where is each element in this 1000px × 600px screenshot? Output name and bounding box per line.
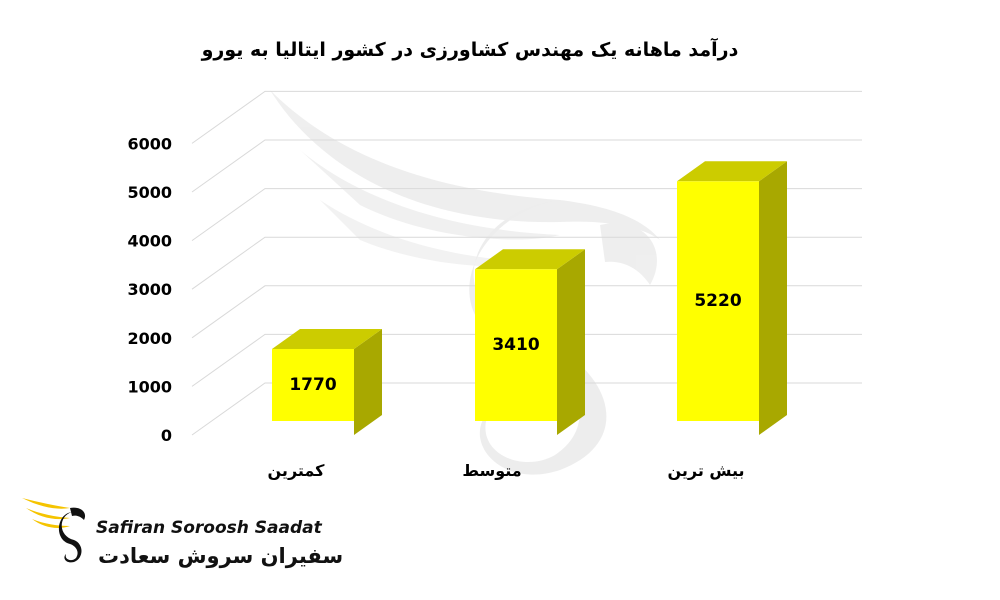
- logo-name-fa: سفیران سروش سعادت: [98, 544, 344, 568]
- x-category-label: متوسط: [462, 461, 521, 480]
- chart-title: درآمد ماهانه یک مهندس کشاورزی در کشور ای…: [201, 37, 739, 61]
- bar-top-face: [677, 161, 787, 182]
- gridline: [191, 90, 862, 144]
- y-tick-label: 4000: [127, 232, 172, 251]
- bar: 3410: [475, 249, 585, 435]
- y-tick-label: 3000: [127, 280, 172, 299]
- y-tick-label: 5000: [127, 183, 172, 202]
- bar: 5220: [677, 161, 787, 436]
- bar-side-face: [759, 161, 787, 436]
- y-tick-label: 0: [161, 426, 172, 445]
- bars: 1770 3410 5220: [272, 161, 787, 436]
- data-label: 5220: [694, 291, 741, 311]
- x-axis: کمترین متوسط بیش ترین: [268, 461, 745, 480]
- gridline: [191, 236, 862, 290]
- bar-front-face: [677, 181, 759, 421]
- bar: 1770: [272, 328, 382, 435]
- bird-logo-icon: [22, 498, 86, 563]
- bar-front-face: [475, 269, 557, 421]
- gridline: [191, 188, 862, 242]
- x-category-label: کمترین: [268, 461, 326, 480]
- bar-top-face: [475, 249, 585, 270]
- brand-logo: Safiran Soroosh Saadat سفیران سروش سعادت: [18, 488, 343, 588]
- y-tick-label: 1000: [127, 377, 172, 396]
- bar-top-face: [272, 328, 382, 349]
- x-category-label: بیش ترین: [667, 461, 744, 480]
- y-tick-label: 6000: [127, 134, 172, 153]
- y-tick-label: 2000: [127, 329, 172, 348]
- gridline: [191, 382, 862, 436]
- bar-side-face: [557, 249, 585, 435]
- data-label: 3410: [492, 335, 539, 355]
- bar-side-face: [354, 328, 382, 435]
- bar-front-face: [272, 348, 354, 421]
- grid: [191, 90, 862, 436]
- gridline: [191, 139, 862, 193]
- gridline: [191, 285, 862, 339]
- gridline: [191, 333, 862, 387]
- y-axis: 0 1000 2000 3000 4000 5000 6000: [127, 134, 172, 445]
- logo-name-en: Safiran Soroosh Saadat: [96, 518, 322, 538]
- data-label: 1770: [289, 375, 336, 395]
